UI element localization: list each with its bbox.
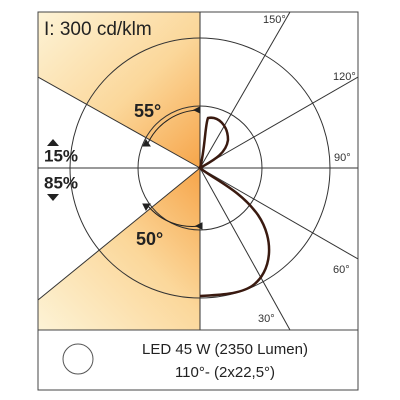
angle-label: 60°: [333, 264, 350, 276]
lower-angle: 50°: [136, 229, 163, 249]
intensity-label: I: 300 cd/klm: [44, 19, 152, 40]
angle-label: 150°: [263, 14, 286, 26]
frame: [37, 11, 359, 391]
angle-label: 30°: [258, 313, 275, 325]
upper-angle: 55°: [134, 101, 161, 121]
lower-share: 85%: [44, 173, 78, 192]
beam-fill: [38, 12, 200, 330]
angle-label: 120°: [333, 71, 356, 83]
lamp-icon: [62, 343, 94, 375]
upper-share: 15%: [44, 146, 78, 165]
down-arrow: [47, 194, 59, 201]
beam-arcs: [142, 106, 203, 230]
info-line: LED 45 W (2350 Lumen): [142, 341, 308, 358]
up-arrow: [47, 139, 59, 146]
info-line: 110°- (2x22,5°): [175, 364, 275, 381]
angle-label: 90°: [334, 152, 351, 164]
intensity-curve: [197, 116, 271, 298]
